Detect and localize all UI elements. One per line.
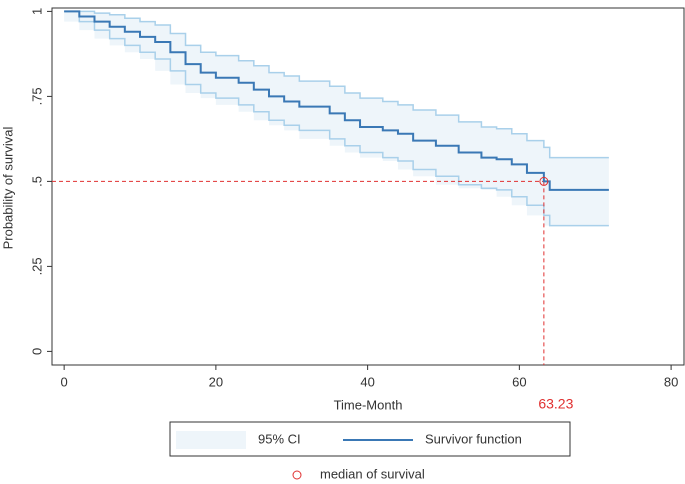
survival-line bbox=[64, 10, 609, 191]
legend-label: median of survival bbox=[320, 466, 425, 481]
legend-box bbox=[169, 421, 571, 457]
ci-band bbox=[64, 11, 609, 226]
legend-swatch bbox=[292, 470, 302, 480]
x-tick-label: 20 bbox=[209, 374, 223, 389]
y-tick-label: .5 bbox=[29, 176, 44, 187]
x-tick-label: 60 bbox=[512, 374, 526, 389]
legend-label: Survivor function bbox=[425, 431, 522, 446]
x-tick-label: 0 bbox=[61, 374, 68, 389]
x-tick-label: 80 bbox=[664, 374, 678, 389]
x-axis-label: Time-Month bbox=[334, 397, 403, 412]
y-tick-label: .25 bbox=[29, 257, 44, 275]
median-label: 63.23 bbox=[538, 396, 573, 412]
y-tick-label: 1 bbox=[29, 8, 44, 15]
y-tick-label: 0 bbox=[29, 348, 44, 355]
y-tick-label: .75 bbox=[29, 87, 44, 105]
ci-line bbox=[64, 10, 609, 227]
y-axis-label: Probability of survival bbox=[0, 126, 15, 249]
legend-swatch bbox=[176, 431, 246, 449]
median-point bbox=[539, 176, 549, 186]
legend-label: 95% CI bbox=[258, 431, 301, 446]
ci-line bbox=[64, 10, 609, 159]
x-tick-label: 40 bbox=[360, 374, 374, 389]
